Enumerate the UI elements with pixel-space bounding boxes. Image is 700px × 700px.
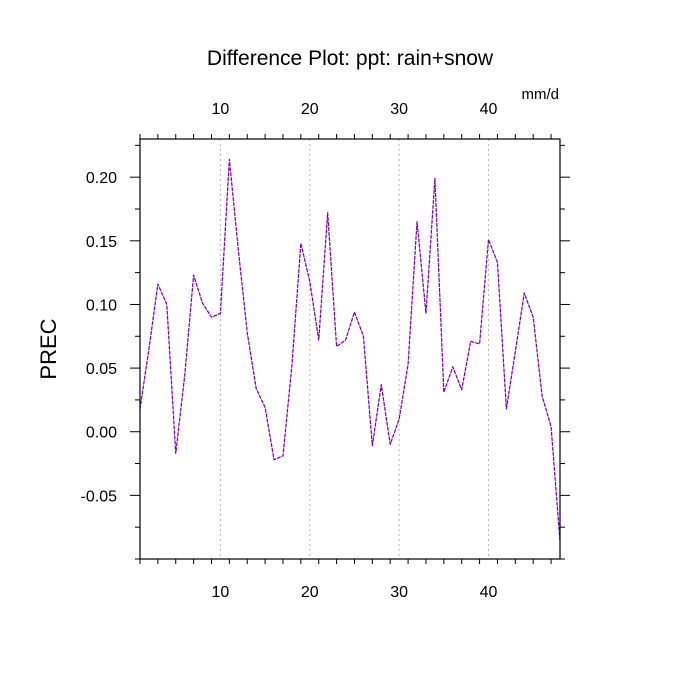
- top-x-tick-label-10: 10: [212, 101, 230, 118]
- top-x-tick-label-30: 30: [390, 101, 408, 118]
- bottom-x-tick-label-30: 30: [390, 584, 408, 601]
- y-tick-label-0.10: 0.10: [86, 297, 117, 314]
- y-tick-label-0.05: 0.05: [86, 361, 117, 378]
- top-x-tick-label-40: 40: [480, 101, 498, 118]
- data-layer: [139, 158, 561, 542]
- y-tick-label-0.00: 0.00: [86, 425, 117, 442]
- bottom-x-tick-label-40: 40: [480, 584, 498, 601]
- y-tick-label-0.20: 0.20: [86, 170, 117, 187]
- y-tick-label--0.05: -0.05: [81, 488, 118, 505]
- tick-layer: 10 10 20 20 30 30 40 40 -0.05 0.00 0.05 0.10 0.15 0.2…: [81, 101, 570, 601]
- plot-frame: [139, 138, 561, 560]
- grid-layer: [219, 139, 490, 559]
- label-layer: Difference Plot: ppt: rain+snow mm/d PRE…: [36, 47, 559, 380]
- y-tick-label-0.15: 0.15: [86, 234, 117, 251]
- bottom-x-tick-label-20: 20: [301, 584, 319, 601]
- top-x-tick-label-20: 20: [301, 101, 319, 118]
- units-label: mm/d: [522, 86, 560, 103]
- chart-title: Difference Plot: ppt: rain+snow: [207, 47, 494, 70]
- bottom-x-tick-label-10: 10: [212, 584, 230, 601]
- prec-difference-line: [139, 158, 561, 542]
- y-axis-label: PREC: [36, 318, 61, 379]
